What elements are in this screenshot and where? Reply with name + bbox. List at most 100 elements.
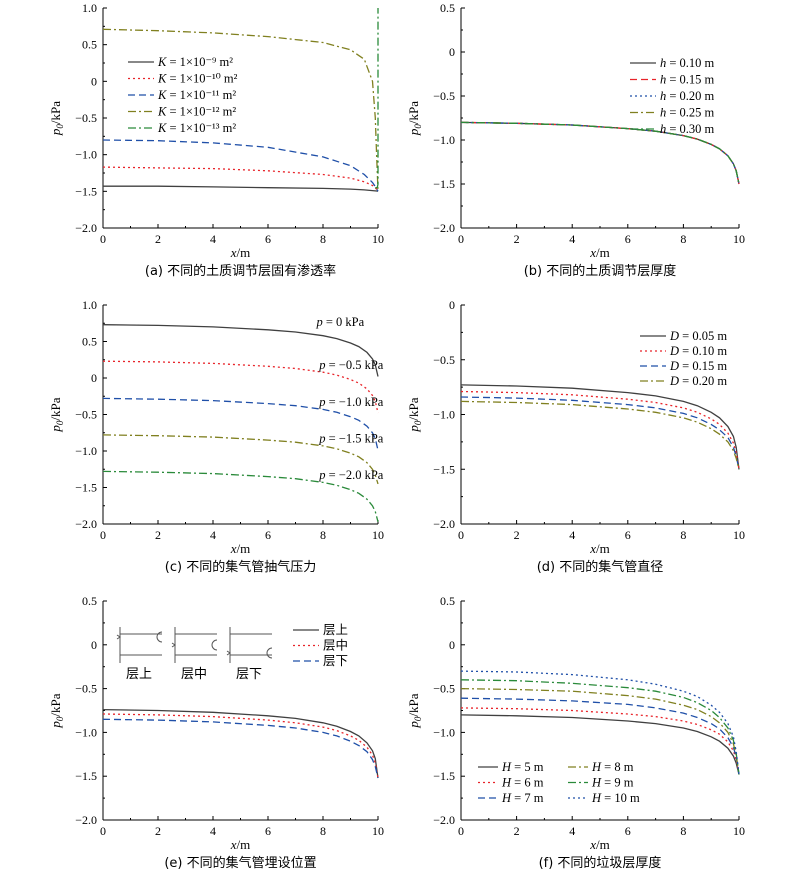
y-tick-label: −1.5: [75, 184, 97, 198]
series-label: p = −1.5 kPa: [318, 432, 384, 446]
series-label: p = −0.5 kPa: [318, 358, 384, 372]
chart-panel-1: 0 2 4 6 8 10 −2.0 −1.5 −1.0 −0.5 0 0.5 1.0 x/m p0/kPa (…: [48, 1, 384, 279]
y-tick-label: −1.0: [433, 408, 455, 422]
y-tick-label: −2.0: [75, 221, 97, 235]
x-tick-label: 6: [625, 824, 631, 838]
y-tick-label: −1.5: [75, 481, 97, 495]
x-tick-label: 4: [569, 232, 575, 246]
legend-label: D = 0.05 m: [669, 329, 727, 343]
y-tick-label: 0.5: [440, 1, 455, 15]
legend: H = 5 m H = 8 m H = 6 m H = 9 m H = 7 m H = 1…: [478, 760, 640, 805]
series-line-3: [460, 396, 740, 470]
panel-caption: (a) 不同的土质调节层固有渗透率: [145, 263, 336, 279]
legend: h = 0.10 m h = 0.15 m h = 0.20 m h = 0.25 m…: [630, 56, 715, 136]
x-tick-label: 8: [680, 232, 686, 246]
x-tick-label: 2: [514, 528, 520, 542]
legend-label: D = 0.20 m: [669, 374, 727, 388]
y-tick-label: 1.0: [82, 1, 97, 15]
series-label: p = −2.0 kPa: [318, 468, 384, 482]
y-tick-label: −2.0: [433, 813, 455, 827]
x-tick-label: 10: [372, 232, 384, 246]
series-line-3: [102, 397, 379, 451]
y-tick-label: 0.5: [440, 594, 455, 608]
legend-label: H = 6 m: [501, 776, 544, 790]
y-tick-label: −0.5: [75, 408, 97, 422]
inset-label: 层下: [236, 667, 262, 682]
x-tick-label: 8: [680, 528, 686, 542]
x-tick-label: 10: [733, 528, 745, 542]
y-axis-label: p0/kPa: [48, 693, 65, 728]
legend-label: 层上: [323, 623, 348, 637]
x-axis-label: x/m: [589, 245, 610, 260]
y-tick-label: −1.0: [75, 148, 97, 162]
x-tick-label: 0: [458, 232, 464, 246]
series-label: p = −1.0 kPa: [318, 395, 384, 409]
x-tick-label: 10: [372, 824, 384, 838]
series-line-1: [102, 708, 379, 779]
legend-label: h = 0.15 m: [660, 73, 715, 87]
series-line-4: [102, 28, 379, 192]
series-line-1: [103, 185, 379, 192]
x-tick-label: 2: [514, 232, 520, 246]
series-line-5: [102, 470, 379, 522]
legend-label: K = 1×10⁻¹² m²: [157, 105, 236, 119]
y-tick-label: −1.0: [75, 444, 97, 458]
y-axis-label: p0/kPa: [48, 397, 65, 432]
x-tick-label: 2: [514, 824, 520, 838]
x-tick-label: 6: [265, 528, 271, 542]
x-tick-label: 0: [458, 528, 464, 542]
series-line-4: [460, 687, 740, 775]
y-tick-label: 0: [449, 638, 455, 652]
legend-label: 层下: [323, 654, 348, 668]
legend-label: K = 1×10⁻¹¹ m²: [157, 88, 236, 102]
y-axis-label: p0/kPa: [48, 101, 65, 136]
legend-label: h = 0.25 m: [660, 106, 715, 120]
series-line-3: [102, 718, 379, 779]
x-tick-label: 2: [155, 232, 161, 246]
legend: K = 1×10⁻⁹ m² K = 1×10⁻¹⁰ m² K = 1×10⁻¹¹ m…: [128, 55, 238, 135]
y-tick-label: −1.5: [433, 177, 455, 191]
legend-label: K = 1×10⁻¹³ m²: [157, 121, 236, 135]
series-line-2: [460, 390, 740, 470]
y-tick-label: −2.0: [433, 221, 455, 235]
x-tick-label: 4: [210, 528, 216, 542]
panel-caption: (e) 不同的集气管埋设位置: [164, 855, 316, 871]
series-line-1: [460, 714, 740, 775]
x-tick-label: 6: [625, 528, 631, 542]
panel-caption: (c) 不同的集气管抽气压力: [165, 559, 316, 575]
series-line-4: [460, 400, 740, 470]
y-tick-label: 0: [449, 298, 455, 312]
x-tick-label: 8: [320, 824, 326, 838]
series-line-4: [102, 434, 379, 485]
legend-label: H = 5 m: [501, 760, 544, 774]
y-tick-label: −2.0: [75, 517, 97, 531]
x-tick-label: 6: [265, 232, 271, 246]
chart-panel-4: 0 2 4 6 8 10 −2.0 −1.5 −1.0 −0.5 0 x/m p0/kPa (d) 不同的…: [406, 298, 745, 575]
y-tick-label: −1.5: [433, 462, 455, 476]
y-tick-label: 0: [449, 45, 455, 59]
series-line-3: [102, 139, 379, 192]
x-axis-label: x/m: [230, 837, 251, 852]
x-tick-label: 8: [680, 824, 686, 838]
x-tick-label: 4: [569, 528, 575, 542]
x-tick-label: 10: [733, 232, 745, 246]
panel-caption: (d) 不同的集气管直径: [537, 559, 664, 575]
panel-caption: (f) 不同的垃圾层厚度: [539, 855, 662, 871]
legend-label: h = 0.30 m: [660, 122, 715, 136]
legend-label: H = 8 m: [591, 760, 634, 774]
inset-label: 层上: [126, 667, 152, 682]
legend-label: D = 0.10 m: [669, 344, 727, 358]
series-line-2: [102, 360, 379, 414]
x-axis-label: x/m: [589, 541, 610, 556]
series-line-3: [460, 697, 740, 775]
y-axis-label: p0/kPa: [406, 101, 423, 136]
series-line-1: [102, 324, 379, 377]
chart-panel-3: 0 2 4 6 8 10 −2.0 −1.5 −1.0 −0.5 0 0.5 1.0 x/m p0/kPa (…: [48, 298, 384, 575]
y-tick-label: 0: [91, 371, 97, 385]
y-tick-label: 1.0: [82, 298, 97, 312]
y-tick-label: −0.5: [433, 682, 455, 696]
y-tick-label: −1.0: [75, 725, 97, 739]
y-axis-label: p0/kPa: [406, 397, 423, 432]
